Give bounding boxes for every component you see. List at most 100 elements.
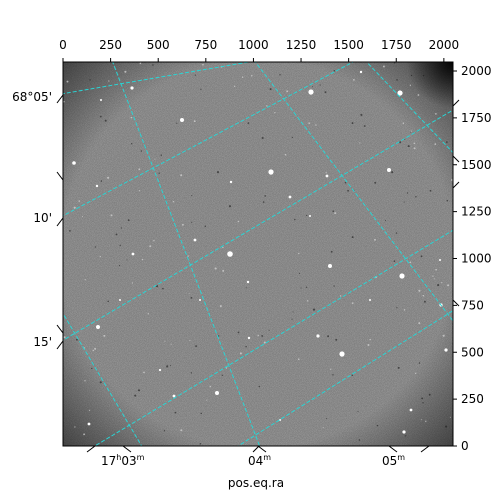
speckle: [94, 347, 97, 350]
speckle: [258, 385, 260, 388]
speckle: [147, 313, 150, 315]
star: [172, 394, 176, 398]
speckle: [225, 367, 228, 369]
speckle: [358, 439, 361, 441]
right-tick-label: 250: [461, 392, 484, 406]
speckle: [239, 352, 242, 355]
speckle: [88, 409, 91, 411]
speckle: [84, 347, 86, 349]
top-tick-label: 0: [59, 38, 67, 52]
speckle: [66, 80, 69, 83]
speckle: [450, 179, 453, 181]
speckle: [449, 416, 451, 418]
speckle: [421, 397, 424, 400]
speckle: [306, 214, 308, 217]
speckle: [169, 365, 172, 367]
star: [288, 195, 292, 199]
speckle: [228, 205, 232, 208]
speckle: [447, 284, 450, 287]
right-ra-tick-mark: [452, 155, 460, 163]
speckle: [73, 206, 76, 209]
speckle: [245, 345, 247, 348]
speckle: [417, 94, 420, 96]
speckle: [327, 335, 330, 338]
speckle: [158, 172, 160, 174]
speckle: [326, 417, 328, 420]
speckle: [131, 282, 134, 284]
speckle: [335, 338, 338, 341]
speckle: [261, 335, 264, 337]
speckle: [63, 336, 66, 339]
speckle: [176, 122, 178, 124]
star: [399, 273, 405, 279]
speckle: [374, 238, 376, 241]
right-tick-label: 1750: [461, 111, 492, 125]
speckle: [119, 265, 121, 267]
speckle: [333, 70, 336, 72]
speckle: [164, 340, 166, 342]
speckle: [268, 329, 270, 331]
right-tick-label: 1000: [461, 252, 492, 266]
speckle: [274, 111, 276, 114]
right-ra-tick-mark: [452, 299, 460, 307]
speckle: [422, 74, 425, 77]
speckle: [189, 339, 191, 341]
speckle: [190, 372, 193, 374]
speckle: [140, 150, 143, 152]
speckle: [188, 293, 190, 295]
speckle: [393, 260, 396, 263]
speckle: [261, 136, 264, 140]
speckle: [351, 236, 354, 239]
speckle: [403, 309, 406, 311]
star: [444, 348, 448, 352]
ra-axis: 17h03m 04m 05m: [86, 445, 430, 468]
dec-tick-mark: [56, 340, 64, 350]
star: [247, 336, 251, 340]
speckle: [222, 269, 225, 272]
star: [308, 89, 314, 95]
speckle: [74, 426, 76, 428]
speckle: [312, 86, 314, 88]
speckle: [104, 119, 107, 122]
speckle: [294, 218, 296, 221]
speckle: [237, 220, 240, 223]
coordinate-grid: [63, 62, 453, 446]
speckle: [103, 334, 106, 337]
star: [402, 430, 406, 434]
speckle: [141, 258, 144, 261]
speckle: [138, 168, 141, 171]
speckle: [241, 76, 244, 78]
speckle: [137, 389, 141, 392]
speckle: [200, 412, 203, 415]
speckle: [325, 172, 327, 174]
speckle: [308, 122, 311, 125]
speckle: [174, 411, 177, 414]
dec-axis: 68°05' 10' 15': [12, 90, 64, 350]
dec-tick-label: 15': [33, 335, 52, 349]
speckle: [216, 171, 220, 174]
speckle: [115, 233, 118, 236]
speckle: [199, 442, 202, 445]
speckle: [298, 272, 301, 274]
speckle: [432, 275, 434, 277]
speckle: [330, 250, 333, 253]
speckle: [200, 88, 202, 90]
star: [309, 215, 311, 217]
speckle: [428, 393, 431, 396]
speckle: [433, 278, 435, 280]
speckle: [322, 427, 324, 429]
speckle: [409, 84, 412, 86]
speckle: [306, 300, 309, 302]
x-axis-title: pos.eq.ra: [228, 476, 284, 490]
star: [229, 180, 233, 184]
speckle: [413, 147, 416, 150]
speckle: [423, 300, 426, 303]
grid-line: [365, 62, 453, 154]
star: [180, 118, 184, 122]
speckle: [394, 62, 396, 64]
right-tick-label: 750: [461, 298, 484, 312]
top-axis: 0 250 500 750 1000 1250 1500 1750 2000: [59, 38, 459, 62]
speckle: [315, 124, 317, 126]
dec-tick-label: 10': [33, 211, 52, 225]
speckle: [418, 322, 421, 325]
